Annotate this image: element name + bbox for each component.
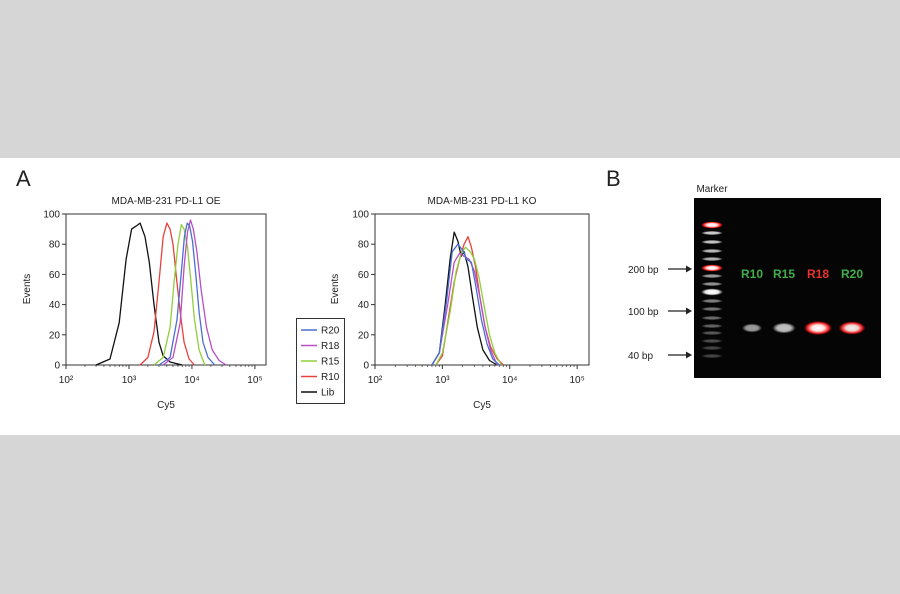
ladder-band (701, 354, 723, 358)
y-tick-label: 60 (49, 270, 61, 281)
y-tick-label: 80 (49, 240, 61, 251)
x-tick-label: 10⁴ (184, 375, 199, 386)
ladder-band (701, 231, 723, 235)
chart-legend: R20 R18 R15 R10 Lib (296, 318, 345, 404)
chart-title: MDA-MB-231 PD-L1 OE (112, 196, 221, 207)
x-tick-label: 10³ (435, 375, 450, 386)
ladder-band (701, 221, 723, 229)
y-axis-label: Events (22, 274, 33, 305)
gel-band (741, 323, 763, 333)
y-tick-label: 20 (49, 330, 61, 341)
ladder-band (701, 331, 723, 335)
ladder-band (701, 346, 723, 350)
size-label: 40 bp (628, 351, 653, 362)
series-line-lib (95, 222, 183, 366)
y-tick-label: 20 (358, 330, 370, 341)
ladder-band (701, 264, 723, 272)
histogram-chart-ko: MDA-MB-231 PD-L1 KO Events Cy5 0 20 40 60 80… (330, 196, 590, 411)
ladder-band (701, 324, 723, 328)
marker-label: Marker (696, 184, 728, 195)
lane-label: R18 (807, 267, 829, 281)
x-tick-label: 10² (368, 375, 383, 386)
series-line-r18 (431, 252, 498, 366)
series-line-r20 (158, 222, 216, 366)
histogram-chart-oe: MDA-MB-231 PD-L1 OE Events Cy5 0 20 40 60 80… (22, 196, 267, 411)
legend-label: R10 (321, 372, 340, 383)
y-tick-label: 100 (352, 210, 369, 221)
x-tick-label: 10⁴ (502, 375, 517, 386)
ladder-band (701, 299, 723, 303)
size-arrow-head (686, 351, 692, 359)
series-line-r18 (162, 219, 227, 366)
series-line-r10 (139, 222, 195, 366)
plot-frame (65, 213, 267, 366)
gel-band (838, 321, 866, 335)
ladder-band (701, 257, 723, 261)
legend-label: R15 (321, 357, 340, 368)
ladder-band (701, 288, 723, 296)
y-axis-label: Events (330, 274, 341, 305)
gel-band (804, 321, 832, 335)
lane-label: R15 (773, 267, 795, 281)
lane-label: R10 (741, 267, 763, 281)
y-tick-label: 40 (358, 300, 370, 311)
panel-b-label: B (606, 166, 621, 191)
gel-band (772, 322, 796, 334)
y-tick-label: 0 (363, 361, 369, 372)
panel-a-label: A (16, 166, 31, 191)
ladder-band (701, 307, 723, 311)
size-label: 200 bp (628, 265, 659, 276)
x-axis-label: Cy5 (473, 400, 491, 411)
ladder-band (701, 274, 723, 278)
x-tick-label: 10³ (122, 375, 137, 386)
legend-label: Lib (321, 388, 335, 399)
y-tick-label: 80 (358, 240, 370, 251)
series-line-lib (431, 231, 498, 366)
plot-frame (374, 213, 590, 366)
y-tick-label: 60 (358, 270, 370, 281)
x-tick-label: 10⁵ (247, 375, 262, 386)
y-tick-label: 0 (54, 361, 60, 372)
size-arrow-head (686, 307, 692, 315)
gel-figure: Marker 200 bp 100 bp 40 bp R10 R15 R18 R20 (628, 184, 881, 378)
gel-background (694, 198, 881, 378)
x-tick-label: 10² (59, 375, 74, 386)
chart-title: MDA-MB-231 PD-L1 KO (428, 196, 537, 207)
series-line-r15 (153, 223, 206, 366)
x-axis-label: Cy5 (157, 400, 175, 411)
figure-panel: A B MDA-MB-231 PD-L1 OE Events Cy5 0 20 40… (0, 158, 900, 435)
ladder-band (701, 339, 723, 343)
legend-label: R20 (321, 326, 340, 337)
ladder-band (701, 282, 723, 286)
ladder-band (701, 240, 723, 244)
series-line-r20 (431, 243, 500, 366)
x-tick-label: 10⁵ (569, 375, 584, 386)
legend-label: R18 (321, 341, 340, 352)
y-tick-label: 40 (49, 300, 61, 311)
series-line-r15 (435, 246, 502, 366)
y-tick-label: 100 (43, 210, 60, 221)
ladder-band (701, 249, 723, 253)
ladder-band (701, 316, 723, 320)
size-arrow-head (686, 265, 692, 273)
lane-label: R20 (841, 267, 863, 281)
size-label: 100 bp (628, 307, 659, 318)
